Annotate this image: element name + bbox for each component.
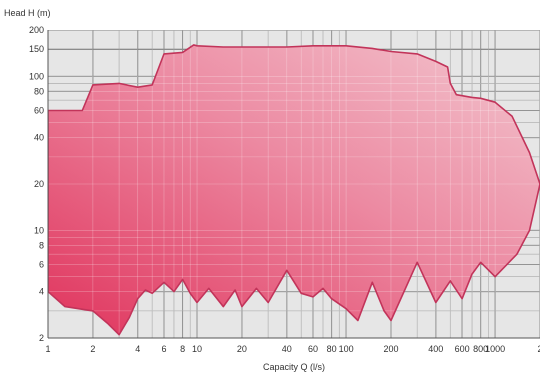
x-tick-label: 80 bbox=[327, 344, 337, 354]
y-tick-label: 200 bbox=[29, 25, 44, 35]
x-axis-title: Capacity Q (l/s) bbox=[263, 362, 325, 372]
performance-area-outline bbox=[48, 44, 540, 336]
y-tick-label: 10 bbox=[34, 225, 44, 235]
x-tick-label: 100 bbox=[339, 344, 354, 354]
x-tick-label: 6 bbox=[161, 344, 166, 354]
x-tick-label: 10 bbox=[192, 344, 202, 354]
x-tick-label: 800 bbox=[473, 344, 488, 354]
x-tick-label: 40 bbox=[282, 344, 292, 354]
y-tick-label: 40 bbox=[34, 133, 44, 143]
x-tick-label: 20 bbox=[237, 344, 247, 354]
y-tick-label: 2 bbox=[39, 333, 44, 343]
x-tick-label: 200 bbox=[383, 344, 398, 354]
y-tick-label: 150 bbox=[29, 44, 44, 54]
y-axis-title: Head H (m) bbox=[4, 8, 51, 18]
y-tick-label: 6 bbox=[39, 260, 44, 270]
x-tick-label: 1 bbox=[45, 344, 50, 354]
grid-over-area bbox=[48, 30, 540, 338]
y-tick-labels: 2 4 6 8 10 20 40 60 80 100 150 200 bbox=[29, 25, 44, 343]
y-tick-label: 4 bbox=[39, 287, 44, 297]
x-tick-label: 1000 bbox=[485, 344, 505, 354]
x-tick-label: 2 bbox=[90, 344, 95, 354]
x-tick-label: 4 bbox=[135, 344, 140, 354]
y-tick-label: 80 bbox=[34, 86, 44, 96]
x-tick-label: 2 bbox=[537, 344, 540, 354]
x-tick-label: 400 bbox=[428, 344, 443, 354]
x-tick-label: 600 bbox=[455, 344, 470, 354]
y-tick-label: 100 bbox=[29, 71, 44, 81]
x-tick-label: 60 bbox=[308, 344, 318, 354]
x-tick-label: 8 bbox=[180, 344, 185, 354]
y-tick-label: 60 bbox=[34, 106, 44, 116]
y-tick-label: 20 bbox=[34, 179, 44, 189]
area-outline-layer bbox=[48, 44, 540, 336]
y-tick-label: 8 bbox=[39, 240, 44, 250]
